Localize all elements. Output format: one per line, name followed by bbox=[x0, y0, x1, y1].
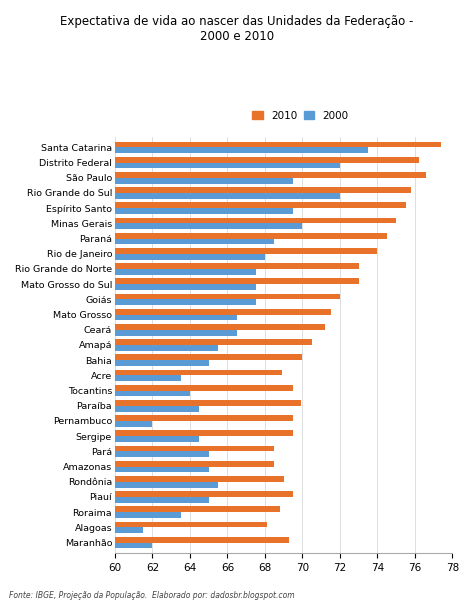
Bar bbox=[115, 233, 387, 239]
Bar bbox=[115, 239, 274, 244]
Bar bbox=[115, 512, 181, 518]
Bar bbox=[115, 294, 340, 299]
Bar bbox=[115, 355, 302, 360]
Bar bbox=[115, 147, 368, 153]
Bar bbox=[115, 400, 301, 406]
Bar bbox=[115, 431, 293, 436]
Bar bbox=[115, 497, 209, 503]
Bar bbox=[115, 415, 293, 421]
Bar bbox=[115, 172, 426, 178]
Bar bbox=[115, 345, 218, 351]
Legend: 2010, 2000: 2010, 2000 bbox=[248, 107, 353, 125]
Bar bbox=[115, 263, 359, 269]
Bar bbox=[115, 375, 181, 381]
Bar bbox=[115, 391, 190, 396]
Bar bbox=[115, 284, 255, 290]
Bar bbox=[115, 223, 302, 229]
Bar bbox=[115, 157, 419, 163]
Bar bbox=[115, 482, 218, 488]
Bar bbox=[115, 163, 340, 168]
Bar bbox=[115, 315, 237, 320]
Bar bbox=[115, 218, 396, 223]
Bar bbox=[115, 269, 255, 275]
Bar bbox=[115, 360, 209, 366]
Bar bbox=[115, 203, 405, 208]
Bar bbox=[115, 476, 283, 482]
Bar bbox=[115, 467, 209, 472]
Bar bbox=[115, 385, 293, 391]
Bar bbox=[115, 339, 312, 345]
Bar bbox=[115, 491, 293, 497]
Bar bbox=[115, 187, 411, 193]
Bar bbox=[115, 279, 359, 284]
Bar bbox=[115, 528, 143, 533]
Bar bbox=[115, 324, 325, 330]
Text: Fonte: IBGE, Projeção da População.  Elaborado por: dadosbr.blogspot.com: Fonte: IBGE, Projeção da População. Elab… bbox=[9, 591, 295, 600]
Text: Expectativa de vida ao nascer das Unidades da Federação -
2000 e 2010: Expectativa de vida ao nascer das Unidad… bbox=[60, 15, 414, 43]
Bar bbox=[115, 178, 293, 183]
Bar bbox=[115, 446, 274, 452]
Bar bbox=[115, 193, 340, 199]
Bar bbox=[115, 370, 282, 375]
Bar bbox=[115, 452, 209, 457]
Bar bbox=[115, 537, 289, 543]
Bar bbox=[115, 421, 153, 427]
Bar bbox=[115, 330, 237, 335]
Bar bbox=[115, 299, 255, 305]
Bar bbox=[115, 522, 267, 528]
Bar bbox=[115, 543, 153, 548]
Bar bbox=[115, 436, 199, 442]
Bar bbox=[115, 461, 274, 467]
Bar bbox=[115, 208, 293, 214]
Bar bbox=[115, 309, 330, 315]
Bar bbox=[115, 507, 280, 512]
Bar bbox=[115, 248, 377, 254]
Bar bbox=[115, 254, 265, 259]
Bar bbox=[115, 142, 441, 147]
Bar bbox=[115, 406, 199, 411]
